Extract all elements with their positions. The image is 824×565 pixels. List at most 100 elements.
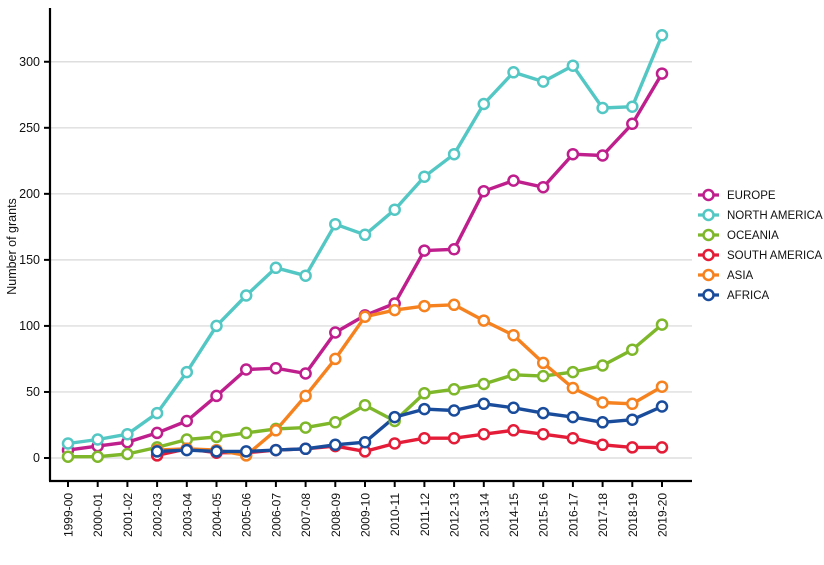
data-point-asia-2011-12	[418, 299, 431, 313]
data-point-africa-2008-09	[329, 438, 342, 452]
legend-label-oceania: OCEANIA	[727, 230, 779, 242]
data-point-europe-2005-06	[239, 363, 253, 376]
x-tick-label-2012-13: 2012-13	[448, 493, 462, 537]
data-point-oceania-2014-15	[507, 368, 520, 382]
gridlines	[50, 61, 692, 459]
data-point-south-america-2011-12	[418, 431, 431, 445]
x-tick-label-2008-09: 2008-09	[329, 493, 343, 537]
data-point-oceania-2017-18	[596, 359, 609, 372]
data-point-south-america-2017-18	[596, 438, 609, 452]
legend-marker-asia	[702, 268, 715, 282]
legend-marker-north-america	[702, 208, 715, 222]
data-point-oceania-1999-00	[61, 450, 75, 463]
data-point-north-america-2005-06	[239, 289, 253, 302]
data-point-africa-2005-06	[239, 445, 253, 458]
data-point-oceania-2008-09	[329, 416, 342, 429]
y-tick-label: 150	[19, 253, 40, 267]
data-point-europe-2007-08	[299, 367, 312, 380]
data-point-africa-2010-11	[388, 410, 401, 424]
x-tick-label-1999-00: 1999-00	[62, 493, 76, 537]
data-point-south-america-2016-17	[566, 431, 580, 445]
y-tick-label: 200	[19, 187, 40, 201]
data-point-north-america-2015-16	[536, 75, 550, 88]
data-point-europe-2013-14	[477, 184, 491, 198]
data-point-north-america-2014-15	[507, 66, 520, 79]
data-point-asia-2007-08	[299, 389, 312, 403]
data-point-europe-2014-15	[507, 174, 520, 187]
data-point-africa-2014-15	[507, 401, 520, 415]
legend-label-europe: EUROPE	[727, 190, 776, 202]
data-point-africa-2013-14	[477, 397, 491, 411]
x-tick-label-2001-02: 2001-02	[121, 493, 135, 537]
data-point-oceania-2013-14	[477, 377, 491, 391]
data-point-south-america-2013-14	[477, 427, 491, 441]
x-tick-label-2010-11: 2010-11	[388, 493, 402, 536]
data-point-africa-2004-05	[210, 445, 223, 458]
data-point-asia-2008-09	[329, 352, 342, 366]
legend-item-oceania: OCEANIA	[698, 228, 779, 242]
data-point-europe-2019-20	[655, 67, 669, 80]
legend-item-europe: EUROPE	[698, 188, 776, 202]
data-point-oceania-2011-12	[418, 387, 431, 400]
data-point-oceania-2007-08	[299, 421, 312, 434]
data-point-south-america-2018-19	[626, 441, 639, 454]
x-tick-label-2011-12: 2011-12	[418, 493, 432, 536]
data-point-oceania-2012-13	[447, 383, 461, 396]
legend-item-asia: ASIA	[698, 268, 754, 282]
x-tick-label-2004-05: 2004-05	[210, 493, 224, 537]
data-point-north-america-2013-14	[477, 97, 491, 111]
data-point-asia-2009-10	[358, 310, 372, 323]
data-point-europe-2006-07	[269, 361, 283, 375]
y-tick-label: 250	[19, 121, 40, 135]
x-tick-label-2000-01: 2000-01	[91, 493, 105, 537]
data-point-north-america-2018-19	[626, 100, 639, 113]
y-axis-ticks: 0 50 100 150 200 250 300	[19, 55, 50, 465]
data-point-south-america-2019-20	[655, 441, 669, 454]
markers-north-america	[61, 29, 669, 450]
legend-label-north-america: NORTH AMERICA	[727, 210, 823, 222]
data-point-north-america-2010-11	[388, 203, 401, 216]
data-point-africa-2002-03	[150, 445, 164, 458]
data-point-south-america-2015-16	[536, 427, 550, 441]
data-point-south-america-2012-13	[447, 431, 461, 445]
x-tick-label-2018-19: 2018-19	[626, 493, 640, 537]
x-tick-label-2019-20: 2019-20	[656, 493, 670, 537]
data-point-asia-2014-15	[507, 328, 520, 342]
legend-item-africa: AFRICA	[698, 288, 770, 302]
data-point-north-america-2016-17	[566, 59, 580, 72]
y-tick-label: 50	[26, 385, 40, 399]
data-point-europe-2003-04	[180, 414, 194, 428]
legend-marker-europe	[702, 188, 715, 202]
y-tick-label: 100	[19, 319, 40, 333]
data-point-asia-2015-16	[536, 356, 550, 370]
data-point-asia-2019-20	[655, 380, 669, 393]
x-tick-label-2007-08: 2007-08	[299, 493, 313, 537]
x-tick-label-2016-17: 2016-17	[566, 493, 580, 537]
data-point-oceania-2005-06	[239, 426, 253, 440]
legend-label-africa: AFRICA	[727, 290, 770, 302]
data-point-north-america-2002-03	[150, 406, 164, 420]
data-point-north-america-2012-13	[447, 147, 461, 161]
data-point-south-america-2010-11	[388, 437, 401, 450]
x-tick-label-2013-14: 2013-14	[477, 493, 491, 537]
data-point-africa-2011-12	[418, 402, 431, 416]
data-point-oceania-2004-05	[210, 430, 223, 444]
data-point-europe-2012-13	[447, 243, 461, 256]
data-point-asia-2010-11	[388, 303, 401, 317]
data-point-europe-2016-17	[566, 147, 580, 161]
data-point-africa-2018-19	[626, 413, 639, 426]
data-point-africa-2012-13	[447, 404, 461, 417]
data-point-africa-2006-07	[269, 443, 283, 457]
x-tick-label-2015-16: 2015-16	[537, 493, 551, 537]
data-point-europe-2018-19	[626, 117, 639, 131]
data-point-asia-2016-17	[566, 381, 580, 395]
data-point-north-america-2001-02	[121, 427, 134, 441]
data-point-europe-2017-18	[596, 149, 609, 162]
data-point-oceania-2018-19	[626, 343, 639, 356]
data-point-africa-2009-10	[358, 435, 372, 449]
data-point-oceania-2016-17	[566, 365, 580, 379]
data-point-europe-2002-03	[150, 426, 164, 440]
